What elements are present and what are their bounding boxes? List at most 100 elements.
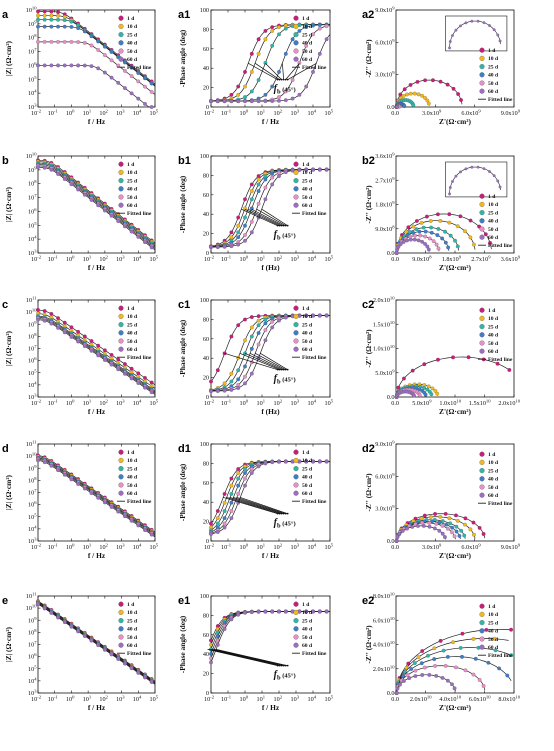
- data-point: [229, 617, 234, 622]
- legend-marker: [118, 23, 124, 29]
- data-point: [102, 53, 107, 57]
- y-tick-label: 6.0x109: [375, 38, 395, 47]
- x-tick-label: 9.0x109: [501, 543, 521, 552]
- fb-arrow: [226, 497, 280, 514]
- data-point: [452, 686, 457, 691]
- data-point: [249, 334, 254, 339]
- x-axis-label: f / Hz: [88, 117, 106, 126]
- data-point: [446, 245, 451, 250]
- data-point: [395, 686, 400, 691]
- legend-label-5: 60 d: [127, 57, 138, 63]
- legend-label-0: 1 d: [488, 194, 496, 200]
- legend-label-4: 50 d: [127, 635, 138, 641]
- data-point: [463, 229, 467, 234]
- data-point: [123, 224, 127, 229]
- data-point: [236, 323, 241, 328]
- data-point: [418, 233, 423, 238]
- data-point: [209, 532, 213, 536]
- inset-point: [492, 28, 496, 32]
- data-point: [263, 92, 268, 97]
- data-point: [420, 239, 424, 244]
- x-tick-label: 105: [150, 543, 159, 552]
- y-tick-label: 1010: [26, 604, 37, 613]
- legend-label-5: 60 d: [302, 491, 313, 497]
- legend-label-5: 60 d: [302, 347, 313, 353]
- fb-arrow-head: [286, 368, 289, 371]
- inset-point: [498, 185, 502, 189]
- data-point: [311, 23, 315, 28]
- y-tick-label: 104: [28, 235, 37, 244]
- data-point: [422, 665, 427, 670]
- data-point: [49, 312, 54, 316]
- data-point: [229, 334, 234, 339]
- y-tick-label: 80: [203, 460, 209, 467]
- data-point: [427, 521, 432, 525]
- data-point: [143, 102, 147, 106]
- data-point: [445, 655, 450, 659]
- data-point: [402, 87, 407, 92]
- x-tick-label: 104: [308, 109, 317, 118]
- x-tick-label: 102: [99, 543, 108, 552]
- inset-point: [498, 39, 502, 43]
- legend-marker: [118, 466, 124, 472]
- data-point: [36, 63, 40, 68]
- y-tick-label: 107: [28, 640, 37, 649]
- legend-fit-label: Fitted line: [488, 243, 513, 249]
- x-tick-label: 103: [291, 399, 300, 408]
- y-tick-label: 20: [203, 671, 209, 678]
- legend-label-0: 1 d: [127, 450, 135, 456]
- data-point: [209, 389, 213, 394]
- data-point: [149, 380, 154, 385]
- data-point: [49, 63, 54, 68]
- x-tick-label: 10-1: [221, 109, 232, 118]
- x-tick-label: 6.0x109: [461, 109, 481, 118]
- legend-label-2: 25 d: [488, 210, 499, 216]
- fit-line-3: [37, 26, 156, 87]
- x-tick-label: 105: [150, 109, 159, 118]
- inset-point: [448, 186, 452, 189]
- y-tick-label: 9.0x109: [375, 440, 395, 449]
- data-point: [408, 237, 413, 242]
- bode-panel-d: d 103 104 105 106 107 108 109 1010 1011 10-2 10-1 10…: [2, 440, 159, 561]
- panel-label: d2: [362, 443, 375, 455]
- data-point: [236, 99, 241, 104]
- x-tick-label: 104: [133, 255, 142, 264]
- data-point: [49, 611, 54, 615]
- fb-arrow-head: [278, 78, 281, 81]
- data-point: [49, 321, 54, 326]
- data-point: [426, 247, 431, 252]
- data-point: [256, 323, 261, 328]
- panel-label: b1: [178, 155, 191, 167]
- legend-marker: [479, 492, 485, 498]
- fit-line-5: [210, 461, 331, 535]
- y-tick-label: 104: [28, 380, 37, 389]
- data-point: [36, 9, 40, 14]
- y-tick-label: 1011: [26, 592, 37, 601]
- data-point: [116, 357, 121, 362]
- inset-point: [488, 24, 491, 27]
- legend-label-2: 25 d: [488, 324, 499, 330]
- data-point: [249, 99, 254, 104]
- fb-arrow: [248, 63, 278, 80]
- data-point: [42, 24, 47, 29]
- x-tick-label: 10-2: [31, 255, 42, 264]
- data-point: [123, 362, 127, 367]
- data-point: [458, 214, 463, 219]
- bode-panel-b: b 103 104 105 106 107 108 109 1010 10-2 10-1 100 101…: [2, 152, 159, 273]
- data-point: [277, 459, 281, 464]
- data-point: [143, 240, 147, 245]
- y-tick-label: 1011: [26, 440, 37, 449]
- data-point: [102, 44, 107, 49]
- legend-label-4: 50 d: [302, 195, 313, 201]
- legend-label-0: 1 d: [488, 48, 496, 54]
- data-point: [209, 660, 213, 665]
- legend-label-2: 25 d: [127, 178, 138, 184]
- data-point: [82, 40, 87, 45]
- data-point: [123, 60, 127, 65]
- legend-marker: [479, 628, 485, 634]
- data-point: [222, 516, 227, 521]
- legend-label-5: 60 d: [488, 349, 499, 355]
- data-point: [49, 9, 54, 14]
- x-tick-label: 10-2: [204, 399, 215, 408]
- legend-marker: [118, 178, 124, 184]
